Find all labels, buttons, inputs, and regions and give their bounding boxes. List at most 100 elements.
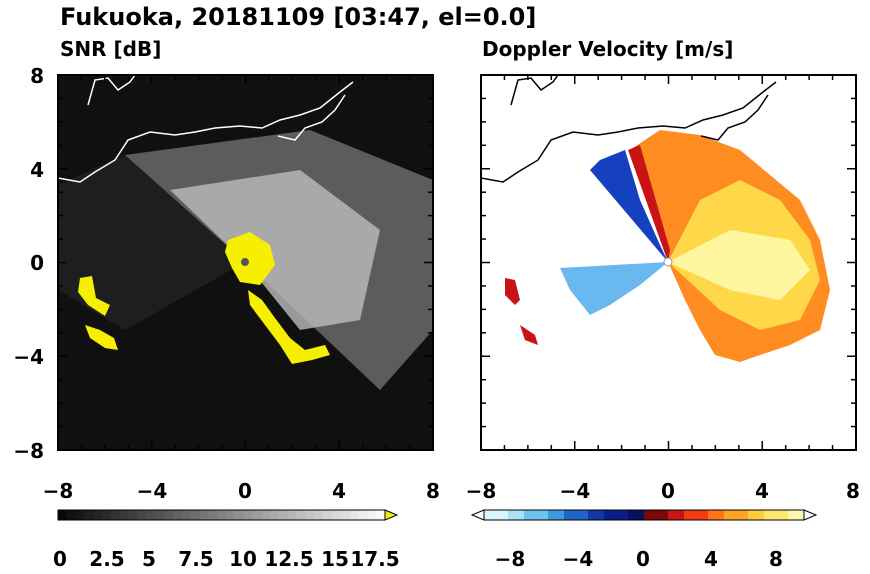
doppler-colorbar-label: 4 (704, 547, 718, 570)
colorbar-bin (243, 510, 253, 520)
snr-y-tick-label: −8 (13, 439, 44, 463)
colorbar-bin (376, 510, 386, 520)
colorbar-bin (155, 510, 165, 520)
snr-bright-core (170, 170, 380, 330)
snr-y-tick-labels: 8 4 0 −4 −8 (13, 64, 44, 463)
colorbar-bin (516, 510, 525, 520)
doppler-colorbar-label: 8 (769, 547, 783, 570)
snr-colorbar-label: 0 (53, 547, 67, 570)
doppler-x-tick-label: 8 (846, 479, 860, 503)
colorbar-bin (756, 510, 765, 520)
colorbar-bin (111, 510, 121, 520)
colorbar-bin (668, 510, 677, 520)
colorbar-bin (234, 510, 245, 520)
doppler-southwest-cells (505, 278, 538, 345)
colorbar-bin (172, 510, 183, 520)
colorbar-bin (492, 510, 501, 520)
colorbar-bin (102, 510, 112, 520)
colorbar-bin (252, 510, 262, 520)
doppler-panel: Doppler Velocity [m/s] −8 −4 0 4 8 −8 −4… (466, 37, 860, 571)
doppler-panel-title: Doppler Velocity [m/s] (482, 37, 733, 61)
colorbar-bin (270, 510, 280, 520)
colorbar-bin (708, 510, 717, 520)
colorbar-bin (620, 510, 629, 520)
snr-x-tick-label: 8 (426, 479, 440, 503)
snr-echo-west-b (85, 325, 118, 350)
colorbar-bin (788, 510, 797, 520)
colorbar-bin (532, 510, 541, 520)
snr-plot-area (57, 74, 433, 450)
doppler-fast-receding (668, 230, 810, 300)
colorbar-bin (367, 510, 377, 520)
snr-x-tick-label: 0 (238, 479, 252, 503)
colorbar-bin (628, 510, 637, 520)
colorbar-bin (524, 510, 533, 520)
colorbar-bin (500, 510, 509, 520)
snr-colorbar-label: 2.5 (89, 547, 124, 570)
colorbar-bin (358, 510, 368, 520)
colorbar-bin (199, 510, 209, 520)
snr-y-tick-label: 0 (30, 251, 44, 275)
snr-y-tick-label: 8 (30, 64, 44, 88)
doppler-x-tick-labels: −8 −4 0 4 8 (466, 479, 860, 503)
colorbar-bin (287, 510, 298, 520)
snr-x-tick-label: −4 (137, 479, 168, 503)
snr-colorbar-label: 5 (142, 547, 156, 570)
snr-clutter-sector (58, 155, 245, 330)
colorbar-bin (261, 510, 271, 520)
colorbar-bin (296, 510, 306, 520)
colorbar-bin (208, 510, 218, 520)
colorbar-bin (748, 510, 757, 520)
colorbar-bin (58, 510, 68, 520)
snr-y-tick-label: −4 (13, 345, 44, 369)
colorbar-bin (128, 510, 139, 520)
snr-echo-southeast (248, 290, 330, 364)
colorbar-bin (181, 510, 192, 520)
colorbar-bin (164, 510, 174, 520)
doppler-axis-ticks (480, 74, 857, 451)
snr-colorbar (57, 509, 399, 521)
colorbar-bin (740, 510, 749, 520)
snr-panel-title: SNR [dB] (60, 37, 161, 61)
colorbar-bin (700, 510, 709, 520)
colorbar-bin (331, 510, 342, 520)
snr-x-tick-label: 4 (332, 479, 346, 503)
colorbar-bin (540, 510, 549, 520)
snr-radar-site (241, 258, 249, 266)
colorbar-bin (556, 510, 565, 520)
colorbar-bin (93, 510, 103, 520)
snr-colorbar-label: 10 (229, 547, 257, 570)
colorbar-bin (278, 510, 289, 520)
colorbar-bin (508, 510, 517, 520)
colorbar-extend-max (384, 509, 399, 521)
doppler-x-tick-label: 4 (755, 479, 769, 503)
colorbar-bin (596, 510, 605, 520)
colorbar-bin (732, 510, 741, 520)
colorbar-bin (137, 510, 147, 520)
colorbar-bin (676, 510, 685, 520)
doppler-x-tick-label: 0 (661, 479, 675, 503)
colorbar-bin (305, 510, 315, 520)
colorbar-bin (75, 510, 86, 520)
colorbar-bin (604, 510, 613, 520)
snr-x-tick-label: −8 (43, 479, 74, 503)
colorbar-frame (483, 509, 805, 521)
colorbar-bin (580, 510, 589, 520)
doppler-colorbar (470, 509, 818, 521)
snr-y-tick-label: 4 (30, 158, 44, 182)
colorbar-bin (652, 510, 661, 520)
colorbar-frame (57, 509, 386, 521)
colorbar-bin (349, 510, 359, 520)
colorbar-bin (84, 510, 94, 520)
colorbar-bin (644, 510, 653, 520)
colorbar-bin (217, 510, 227, 520)
colorbar-bin (724, 510, 733, 520)
colorbar-bin (146, 510, 156, 520)
colorbar-bin (796, 510, 805, 520)
doppler-coastline (480, 74, 777, 183)
colorbar-bin (692, 510, 701, 520)
doppler-colorbar-label: −8 (495, 547, 526, 570)
colorbar-bin (612, 510, 621, 520)
doppler-x-tick-label: −4 (560, 479, 591, 503)
colorbar-bin (119, 510, 130, 520)
